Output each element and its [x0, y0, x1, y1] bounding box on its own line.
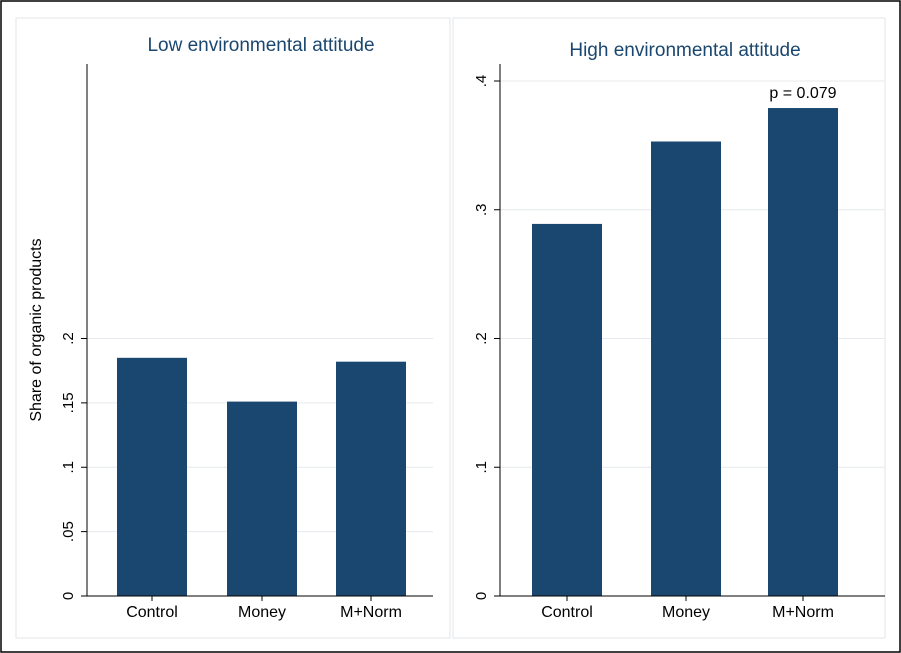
bar-m-norm: [768, 108, 838, 596]
annotation-label: p = 0.079: [769, 85, 836, 102]
x-tick-label: M+Norm: [340, 604, 402, 621]
chart-title: Low environmental attitude: [147, 35, 374, 56]
y-tick-label: .15: [60, 392, 77, 413]
bar-m-norm: [336, 361, 406, 596]
x-tick-label: Control: [541, 604, 593, 621]
x-tick-label: Control: [126, 604, 178, 621]
bar-money: [651, 141, 721, 596]
bar-money: [227, 401, 297, 596]
y-tick-label: .05: [60, 521, 77, 542]
y-tick-label: .3: [473, 203, 490, 216]
bar-control: [532, 223, 602, 596]
y-axis-label: Share of organic products: [28, 238, 45, 421]
x-tick-label: Money: [238, 604, 286, 621]
x-tick-label: M+Norm: [772, 604, 834, 621]
y-tick-label: 0: [60, 592, 77, 600]
chart-panel-2: 0 .1 .2 .3 .4 Control Money M+Norm High environm…: [452, 17, 886, 639]
chart-title: High environmental attitude: [569, 40, 800, 61]
y-tick-label: .2: [473, 332, 490, 345]
bar-control: [117, 357, 187, 596]
y-tick-label: .1: [60, 461, 77, 474]
y-tick-label: .2: [60, 332, 77, 345]
y-tick-label: 0: [473, 592, 490, 600]
y-tick-label: .4: [473, 75, 490, 88]
chart-panel-1: 0 .05 .1 .15 .2 Control Money M+Norm Low environ…: [15, 17, 451, 639]
x-tick-label: Money: [662, 604, 710, 621]
y-tick-label: .1: [473, 461, 490, 474]
